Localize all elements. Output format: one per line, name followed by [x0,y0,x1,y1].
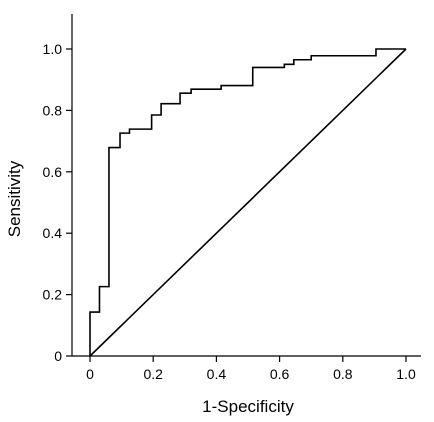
roc-curve-line [89,48,406,356]
reference-diagonal-line [89,48,407,357]
x-tick-label: 1.0 [396,366,416,382]
x-tick-label: 0.6 [270,366,290,382]
y-tick-label: 1.0 [43,41,63,57]
y-axis-title: Sensitivity [5,160,24,237]
y-tick-label: 0.2 [43,287,63,303]
x-tick-label: 0.4 [207,366,227,382]
y-tick-label: 0 [54,348,62,364]
y-tick-label: 0.4 [43,225,63,241]
x-tick-label: 0.8 [333,366,353,382]
y-ticks: 0 0.2 0.4 0.6 0.8 1.0 [43,41,72,364]
series-layer [89,48,407,357]
y-tick-label: 0.8 [43,102,63,118]
x-tick-label: 0 [86,366,94,382]
x-tick-label: 0.2 [143,366,163,382]
axes [71,14,421,357]
x-ticks: 0 0.2 0.4 0.6 0.8 1.0 [86,356,416,382]
y-tick-label: 0.6 [43,164,63,180]
x-axis-title: 1-Specificity [202,397,294,416]
